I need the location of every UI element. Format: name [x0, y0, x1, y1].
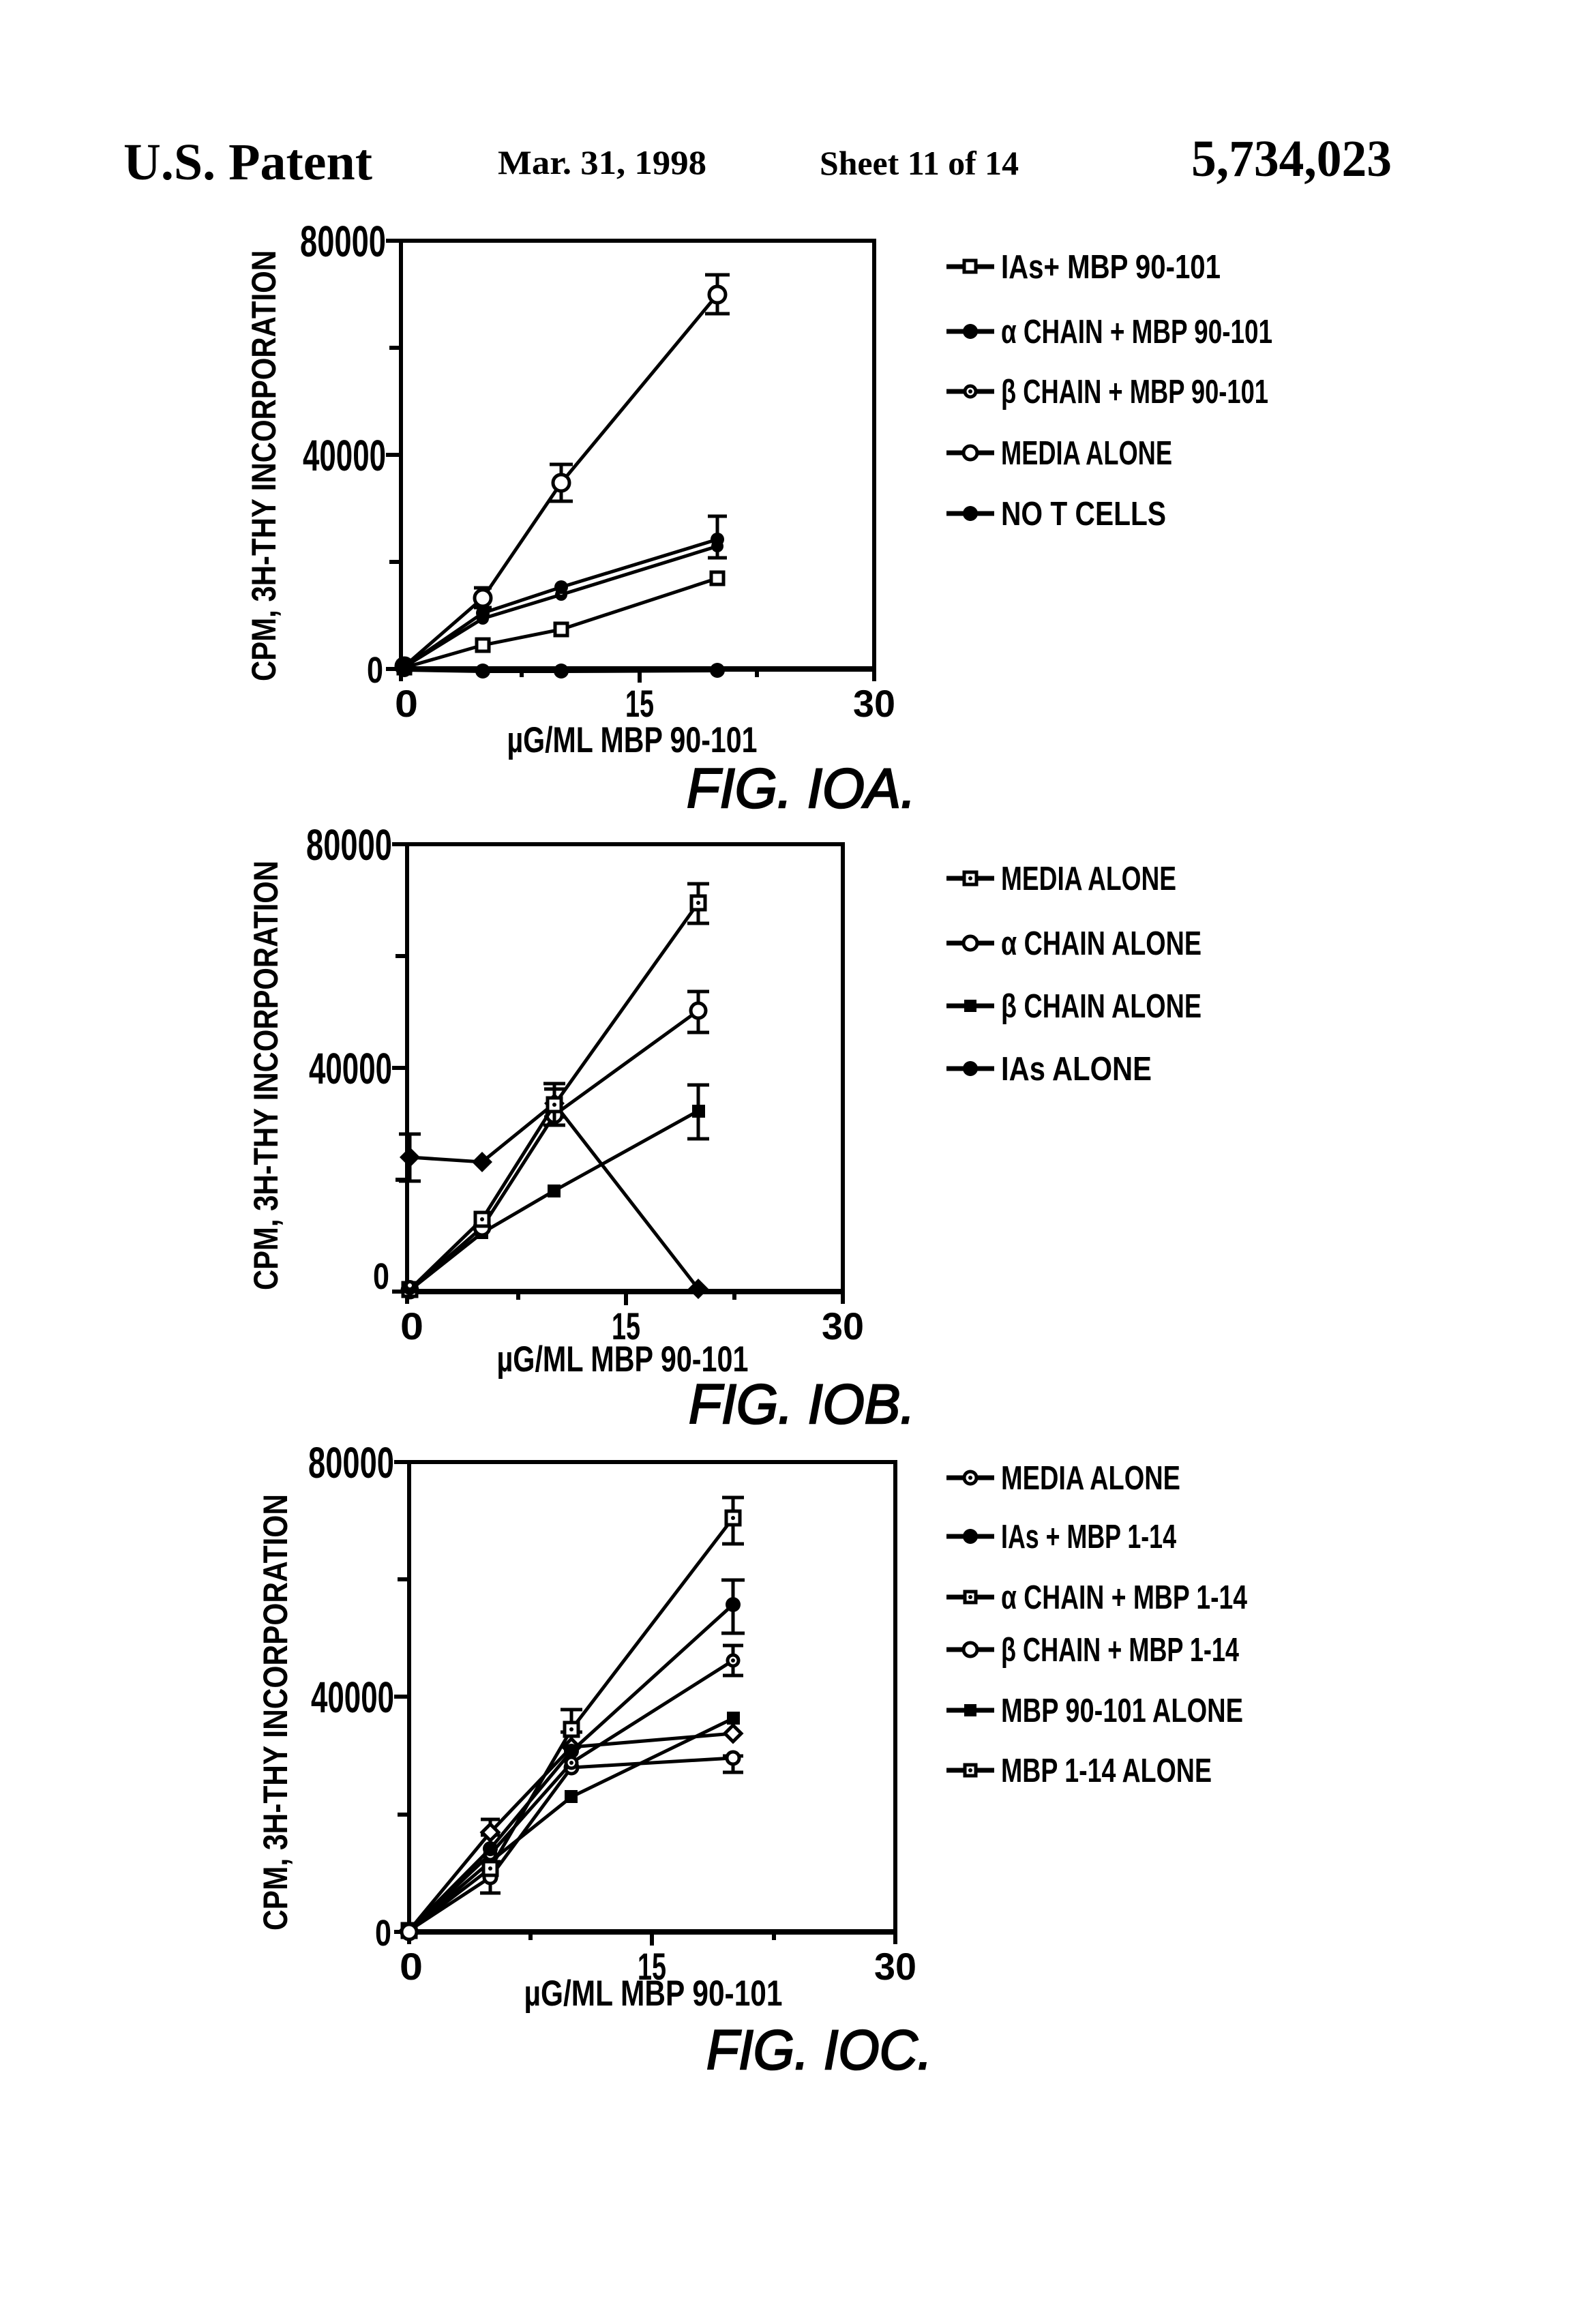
svg-text:15: 15	[625, 682, 654, 725]
svg-text:0: 0	[400, 1305, 423, 1347]
svg-text:MBP 1-14 ALONE: MBP 1-14 ALONE	[1001, 1753, 1212, 1789]
svg-text:FIG. IOB.: FIG. IOB.	[689, 1373, 915, 1435]
svg-text:U.S. Patent: U.S. Patent	[123, 134, 372, 191]
svg-text:µG/ML MBP 90-101: µG/ML MBP 90-101	[497, 1339, 749, 1380]
svg-text:40000: 40000	[311, 1673, 394, 1722]
svg-text:MEDIA ALONE: MEDIA ALONE	[1001, 1460, 1180, 1497]
svg-text:MEDIA ALONE: MEDIA ALONE	[1001, 435, 1172, 472]
svg-text:80000: 80000	[306, 820, 392, 869]
svg-text:IAs+ MBP 90-101: IAs+ MBP 90-101	[1001, 249, 1221, 286]
svg-text:α CHAIN ALONE: α CHAIN ALONE	[1001, 925, 1202, 962]
svg-text:MEDIA ALONE: MEDIA ALONE	[1001, 861, 1176, 897]
svg-text:Mar. 31, 1998: Mar. 31, 1998	[498, 143, 706, 181]
svg-text:0: 0	[375, 1913, 391, 1954]
svg-text:15: 15	[612, 1305, 640, 1347]
svg-text:β CHAIN + MBP 1-14: β CHAIN + MBP 1-14	[1001, 1632, 1239, 1669]
svg-text:30: 30	[874, 1945, 916, 1988]
svg-text:IAs ALONE: IAs ALONE	[1001, 1051, 1152, 1088]
svg-text:β CHAIN ALONE: β CHAIN ALONE	[1001, 988, 1202, 1025]
svg-text:α CHAIN + MBP 90-101: α CHAIN + MBP 90-101	[1001, 314, 1272, 351]
svg-text:MBP 90-101 ALONE: MBP 90-101 ALONE	[1001, 1693, 1243, 1729]
svg-text:5,734,023: 5,734,023	[1191, 130, 1392, 188]
svg-text:µG/ML MBP 90-101: µG/ML MBP 90-101	[507, 720, 758, 760]
svg-text:30: 30	[822, 1305, 864, 1347]
svg-text:40000: 40000	[309, 1044, 392, 1093]
svg-text:FIG. IOC.: FIG. IOC.	[706, 2019, 932, 2081]
svg-text:FIG. IOA.: FIG. IOA.	[687, 758, 916, 820]
svg-text:80000: 80000	[308, 1438, 394, 1487]
svg-text:30: 30	[853, 682, 895, 725]
svg-text:NO T CELLS: NO T CELLS	[1001, 496, 1166, 533]
svg-text:IAs + MBP 1-14: IAs + MBP 1-14	[1001, 1519, 1176, 1555]
svg-text:µG/ML MBP 90-101: µG/ML MBP 90-101	[524, 1973, 783, 2014]
svg-text:0: 0	[400, 1945, 423, 1988]
svg-text:15: 15	[638, 1945, 666, 1988]
svg-text:0: 0	[373, 1256, 389, 1297]
svg-text:80000: 80000	[300, 217, 386, 266]
svg-text:0: 0	[367, 650, 383, 691]
svg-text:Sheet 11 of 14: Sheet 11 of 14	[820, 144, 1019, 182]
svg-text:α CHAIN + MBP 1-14: α CHAIN + MBP 1-14	[1001, 1579, 1247, 1616]
svg-text:CPM, 3H-THY INCORPORATION: CPM, 3H-THY INCORPORATION	[256, 1494, 295, 1931]
svg-text:β CHAIN + MBP 90-101: β CHAIN + MBP 90-101	[1001, 374, 1268, 411]
svg-text:0: 0	[395, 682, 418, 725]
svg-text:CPM, 3H-THY INCORPORATION: CPM, 3H-THY INCORPORATION	[245, 250, 283, 681]
svg-text:40000: 40000	[303, 431, 386, 480]
svg-text:CPM, 3H-THY INCORPORATION: CPM, 3H-THY INCORPORATION	[247, 861, 285, 1290]
